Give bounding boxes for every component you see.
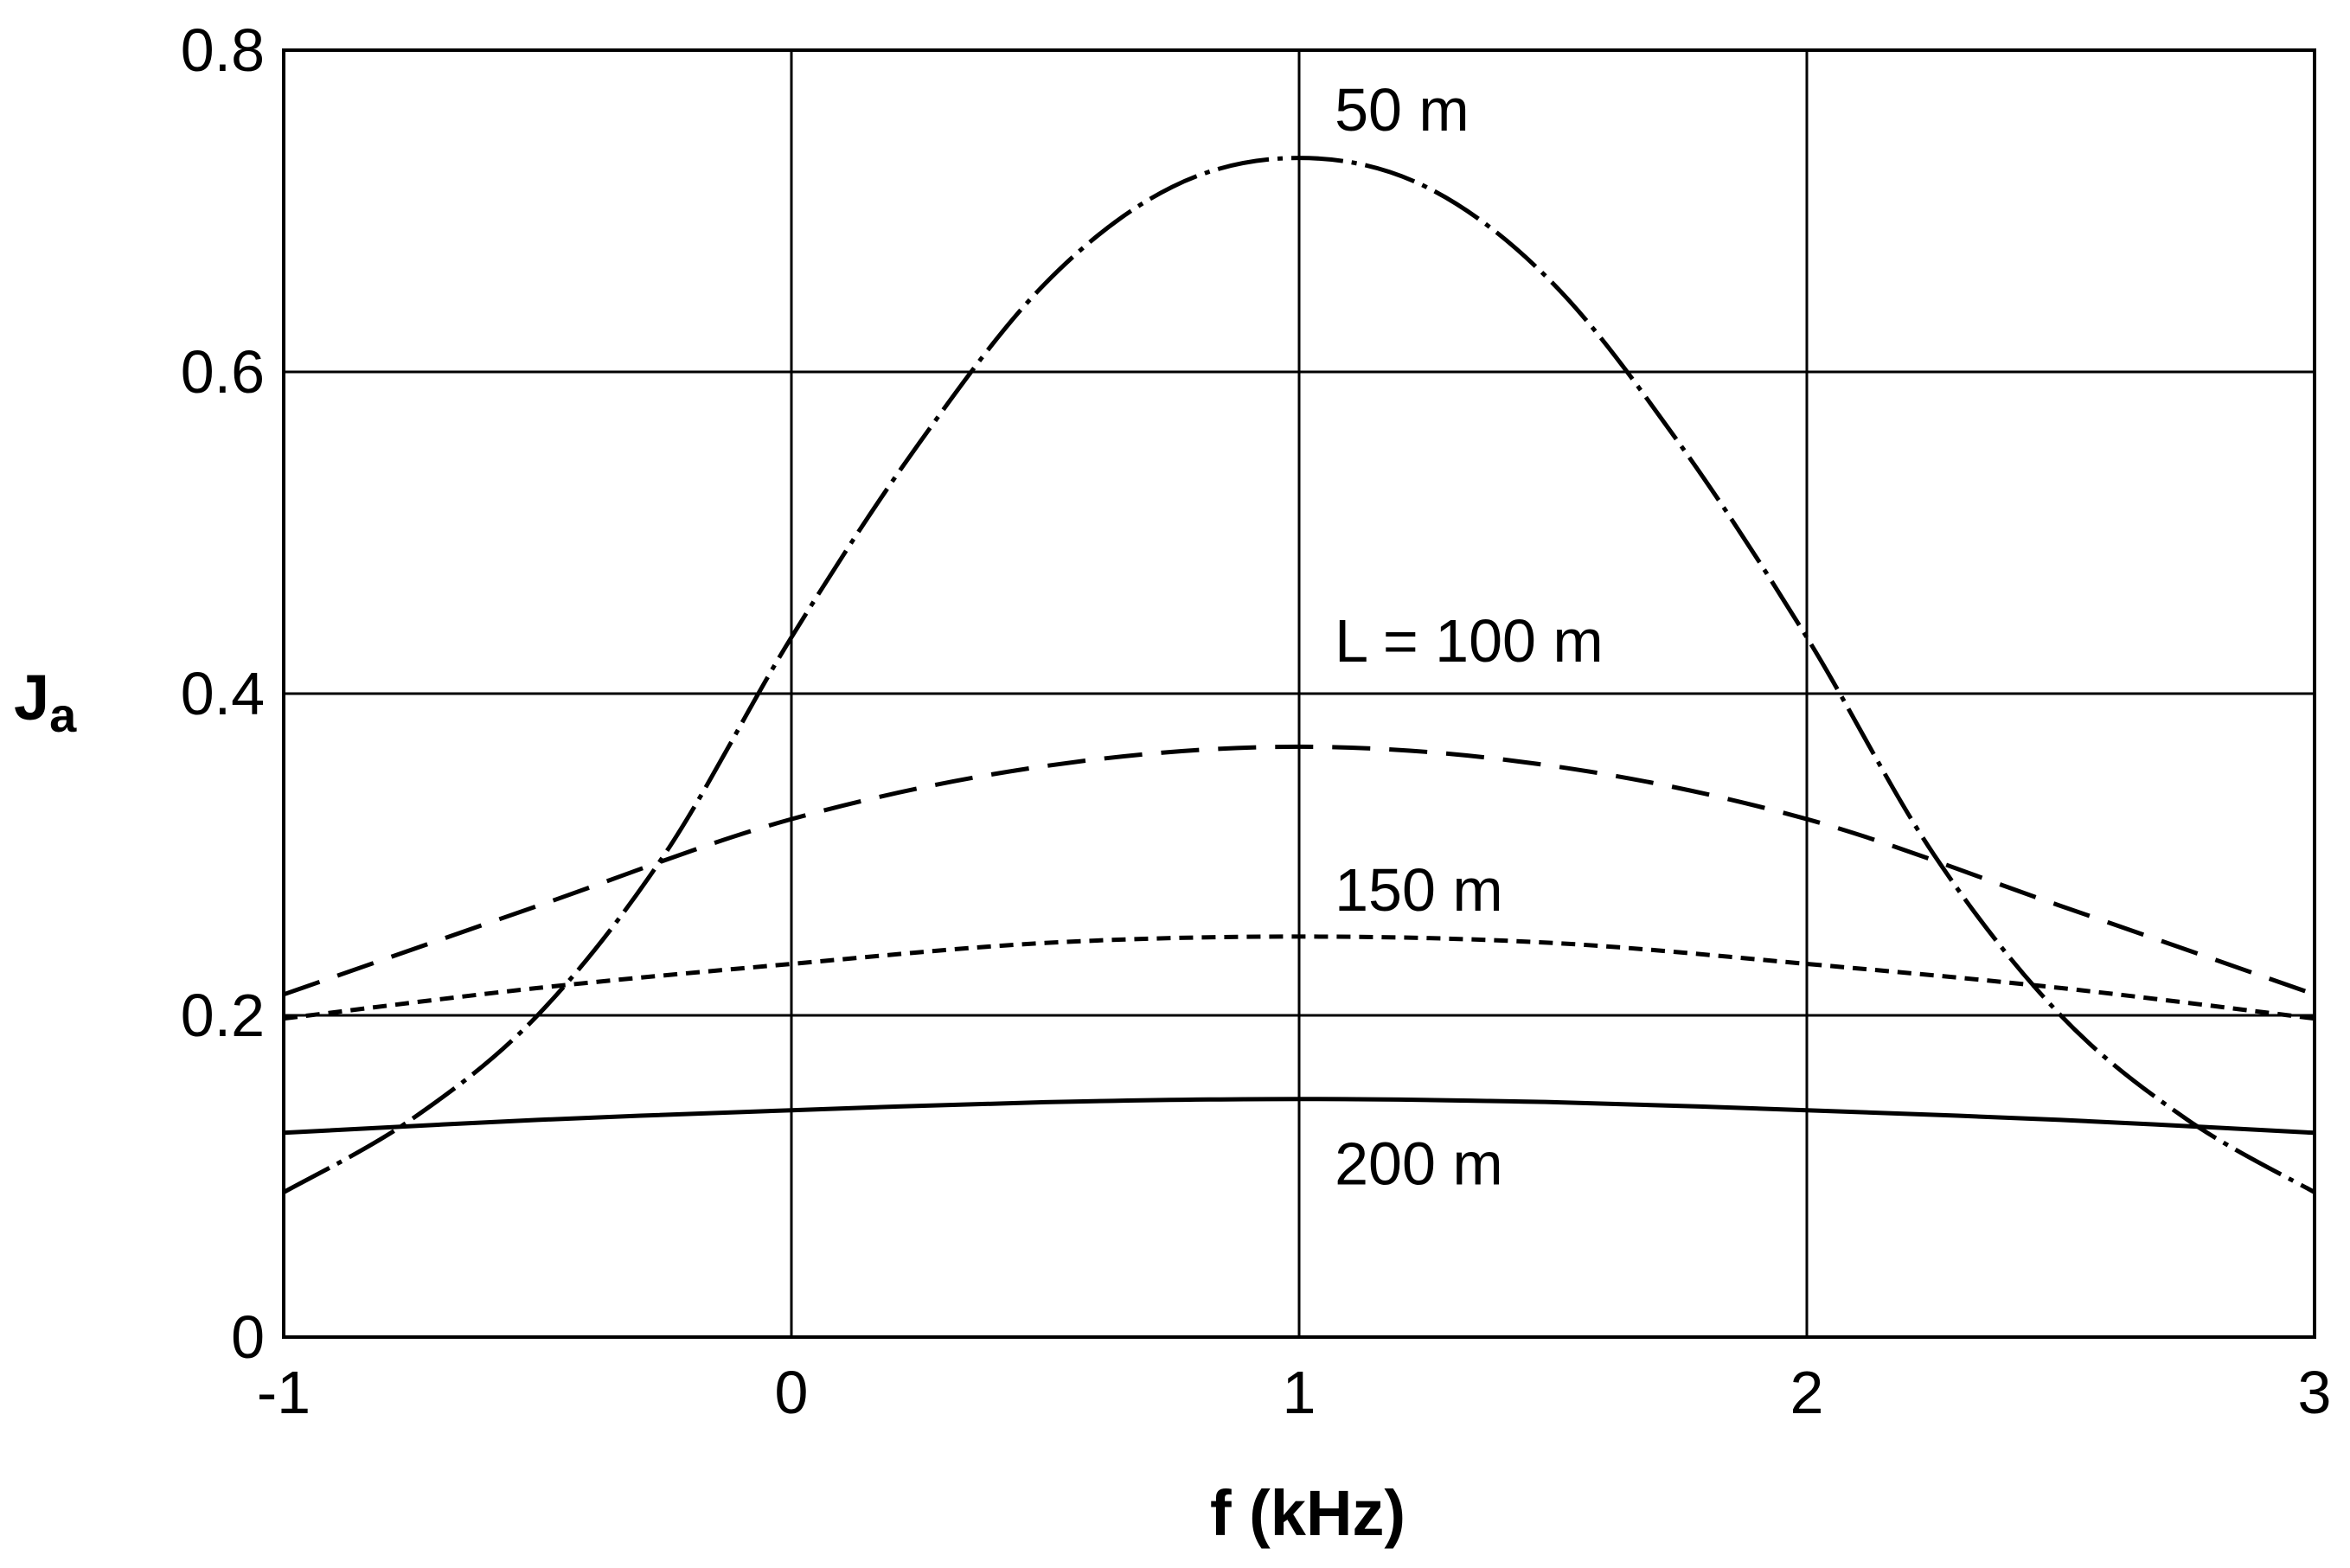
- curve-label: L = 100 m: [1335, 607, 1604, 675]
- y-tick-label: 0.6: [181, 338, 265, 406]
- series-line-2: [283, 744, 2315, 997]
- grid: [282, 48, 2316, 1339]
- series-line-1: [282, 156, 2316, 1194]
- y-tick-label: 0.8: [181, 16, 265, 84]
- series-line-4: [283, 1097, 2315, 1136]
- x-tick-label: 1: [1283, 1359, 1316, 1426]
- y-axis-title: Ja: [14, 662, 77, 742]
- series-line-3: [283, 934, 2315, 1021]
- x-tick-label: 2: [1790, 1359, 1824, 1426]
- curve-label: 200 m: [1335, 1130, 1503, 1197]
- x-tick-label: 0: [775, 1359, 809, 1426]
- x-tick-label: 3: [2298, 1359, 2332, 1426]
- y-axis-title-subscript: a: [49, 688, 77, 742]
- plot-curves: [282, 156, 2316, 1194]
- x-axis-title: f (kHz): [1210, 1477, 1406, 1549]
- y-tick-label: 0: [231, 1303, 265, 1371]
- curve-labels: 50 m L = 100 m 150 m 200 m: [1335, 76, 1604, 1197]
- curve-label: 150 m: [1335, 856, 1503, 924]
- curve-label: 50 m: [1335, 76, 1470, 144]
- plot-frame: [282, 48, 2316, 1339]
- y-axis-title-main: J: [14, 662, 49, 733]
- y-tick-label: 0.2: [181, 982, 265, 1049]
- y-tick-label: 0.4: [181, 660, 265, 727]
- x-tick-label: -1: [257, 1359, 311, 1426]
- tick-labels: -1 0 1 2 300.20.40.60.8: [181, 16, 2332, 1426]
